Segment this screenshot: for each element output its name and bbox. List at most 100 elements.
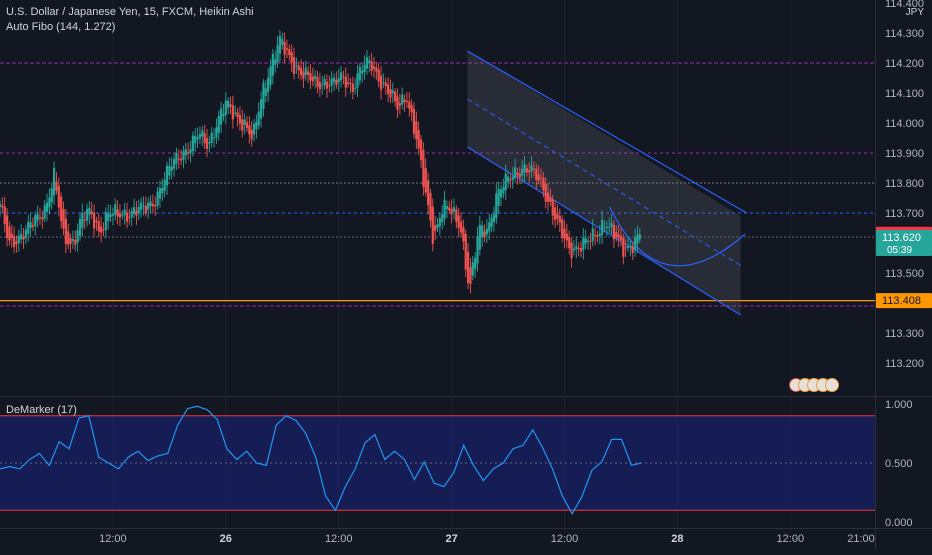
candle-body[interactable]	[556, 213, 559, 219]
candle-body[interactable]	[1, 205, 4, 208]
candle-body[interactable]	[431, 206, 434, 244]
candle-body[interactable]	[163, 180, 166, 191]
candle-body[interactable]	[337, 78, 340, 83]
candle-body[interactable]	[55, 181, 58, 191]
candle-body[interactable]	[325, 81, 329, 89]
candle-body[interactable]	[429, 192, 432, 221]
candle-body[interactable]	[321, 84, 324, 86]
candle-body[interactable]	[379, 75, 383, 90]
candle-body[interactable]	[208, 142, 211, 144]
candle-body[interactable]	[165, 165, 169, 186]
candle-body[interactable]	[3, 206, 6, 225]
candle-body[interactable]	[384, 82, 387, 87]
candle-body[interactable]	[271, 53, 274, 76]
candle-body[interactable]	[638, 234, 641, 240]
candle-body[interactable]	[297, 65, 300, 71]
candle-body[interactable]	[528, 170, 531, 173]
candle-body[interactable]	[558, 216, 561, 223]
candle-body[interactable]	[102, 229, 105, 231]
candle-body[interactable]	[5, 215, 9, 238]
candle-body[interactable]	[238, 114, 242, 124]
candle-body[interactable]	[514, 167, 517, 179]
candle-body[interactable]	[205, 138, 209, 149]
candle-body[interactable]	[450, 208, 453, 215]
candle-body[interactable]	[443, 199, 446, 219]
candle-body[interactable]	[168, 165, 171, 176]
candle-body[interactable]	[250, 129, 253, 140]
candle-body[interactable]	[535, 168, 538, 180]
candle-body[interactable]	[140, 202, 143, 211]
candle-body[interactable]	[544, 183, 547, 202]
candle-body[interactable]	[161, 188, 164, 194]
candle-body[interactable]	[234, 112, 237, 114]
candle-body[interactable]	[95, 220, 98, 223]
candle-body[interactable]	[339, 72, 343, 81]
candle-body[interactable]	[189, 149, 192, 154]
candle-body[interactable]	[551, 199, 554, 216]
candle-body[interactable]	[410, 105, 413, 113]
candle-body[interactable]	[542, 177, 545, 191]
candle-body[interactable]	[191, 135, 194, 152]
candle-body[interactable]	[267, 78, 270, 93]
candle-body[interactable]	[292, 57, 296, 75]
candle-body[interactable]	[69, 238, 72, 244]
candle-body[interactable]	[130, 211, 133, 218]
candle-body[interactable]	[147, 203, 150, 210]
candle-body[interactable]	[29, 222, 32, 228]
candle-body[interactable]	[347, 82, 350, 84]
candle-body[interactable]	[389, 89, 392, 98]
candle-body[interactable]	[57, 186, 60, 208]
candle-body[interactable]	[356, 73, 359, 88]
candle-body[interactable]	[424, 168, 427, 193]
candle-body[interactable]	[309, 73, 312, 81]
candle-body[interactable]	[332, 77, 336, 83]
candle-body[interactable]	[617, 234, 620, 238]
candle-body[interactable]	[593, 234, 597, 236]
candle-body[interactable]	[452, 207, 456, 212]
candle-body[interactable]	[212, 137, 216, 139]
candle-body[interactable]	[76, 230, 79, 243]
candle-body[interactable]	[387, 84, 390, 94]
candle-body[interactable]	[31, 225, 35, 227]
candle-body[interactable]	[125, 212, 129, 222]
candle-body[interactable]	[259, 99, 263, 119]
candle-body[interactable]	[523, 164, 526, 173]
candle-body[interactable]	[137, 206, 140, 214]
candle-body[interactable]	[394, 91, 397, 102]
candle-body[interactable]	[156, 191, 159, 206]
candle-body[interactable]	[589, 240, 592, 242]
candle-body[interactable]	[180, 158, 183, 161]
candle-body[interactable]	[24, 229, 27, 238]
candle-body[interactable]	[217, 115, 220, 133]
candle-body[interactable]	[255, 121, 258, 130]
demarker-indicator-title[interactable]: DeMarker (17)	[6, 404, 77, 416]
economic-events[interactable]	[789, 378, 839, 392]
candle-body[interactable]	[27, 222, 30, 234]
candle-body[interactable]	[408, 101, 411, 109]
candle-body[interactable]	[299, 67, 303, 75]
candle-body[interactable]	[88, 208, 91, 215]
candle-body[interactable]	[483, 231, 486, 238]
candle-body[interactable]	[434, 225, 437, 232]
candle-body[interactable]	[128, 217, 131, 219]
candle-body[interactable]	[403, 99, 406, 103]
candle-body[interactable]	[631, 246, 634, 254]
candle-body[interactable]	[448, 207, 451, 211]
candle-body[interactable]	[302, 71, 305, 79]
candle-body[interactable]	[257, 111, 260, 126]
candle-body[interactable]	[375, 67, 378, 72]
candle-body[interactable]	[17, 235, 20, 243]
candle-body[interactable]	[497, 188, 500, 206]
candle-body[interactable]	[151, 203, 154, 207]
candle-body[interactable]	[123, 209, 126, 216]
candle-body[interactable]	[471, 262, 474, 276]
candle-body[interactable]	[412, 108, 416, 134]
candle-body[interactable]	[201, 130, 204, 137]
candle-body[interactable]	[236, 112, 239, 118]
candle-body[interactable]	[474, 257, 477, 269]
candle-body[interactable]	[603, 226, 606, 228]
candle-body[interactable]	[90, 211, 93, 215]
candle-body[interactable]	[142, 205, 145, 207]
candle-body[interactable]	[391, 90, 394, 94]
